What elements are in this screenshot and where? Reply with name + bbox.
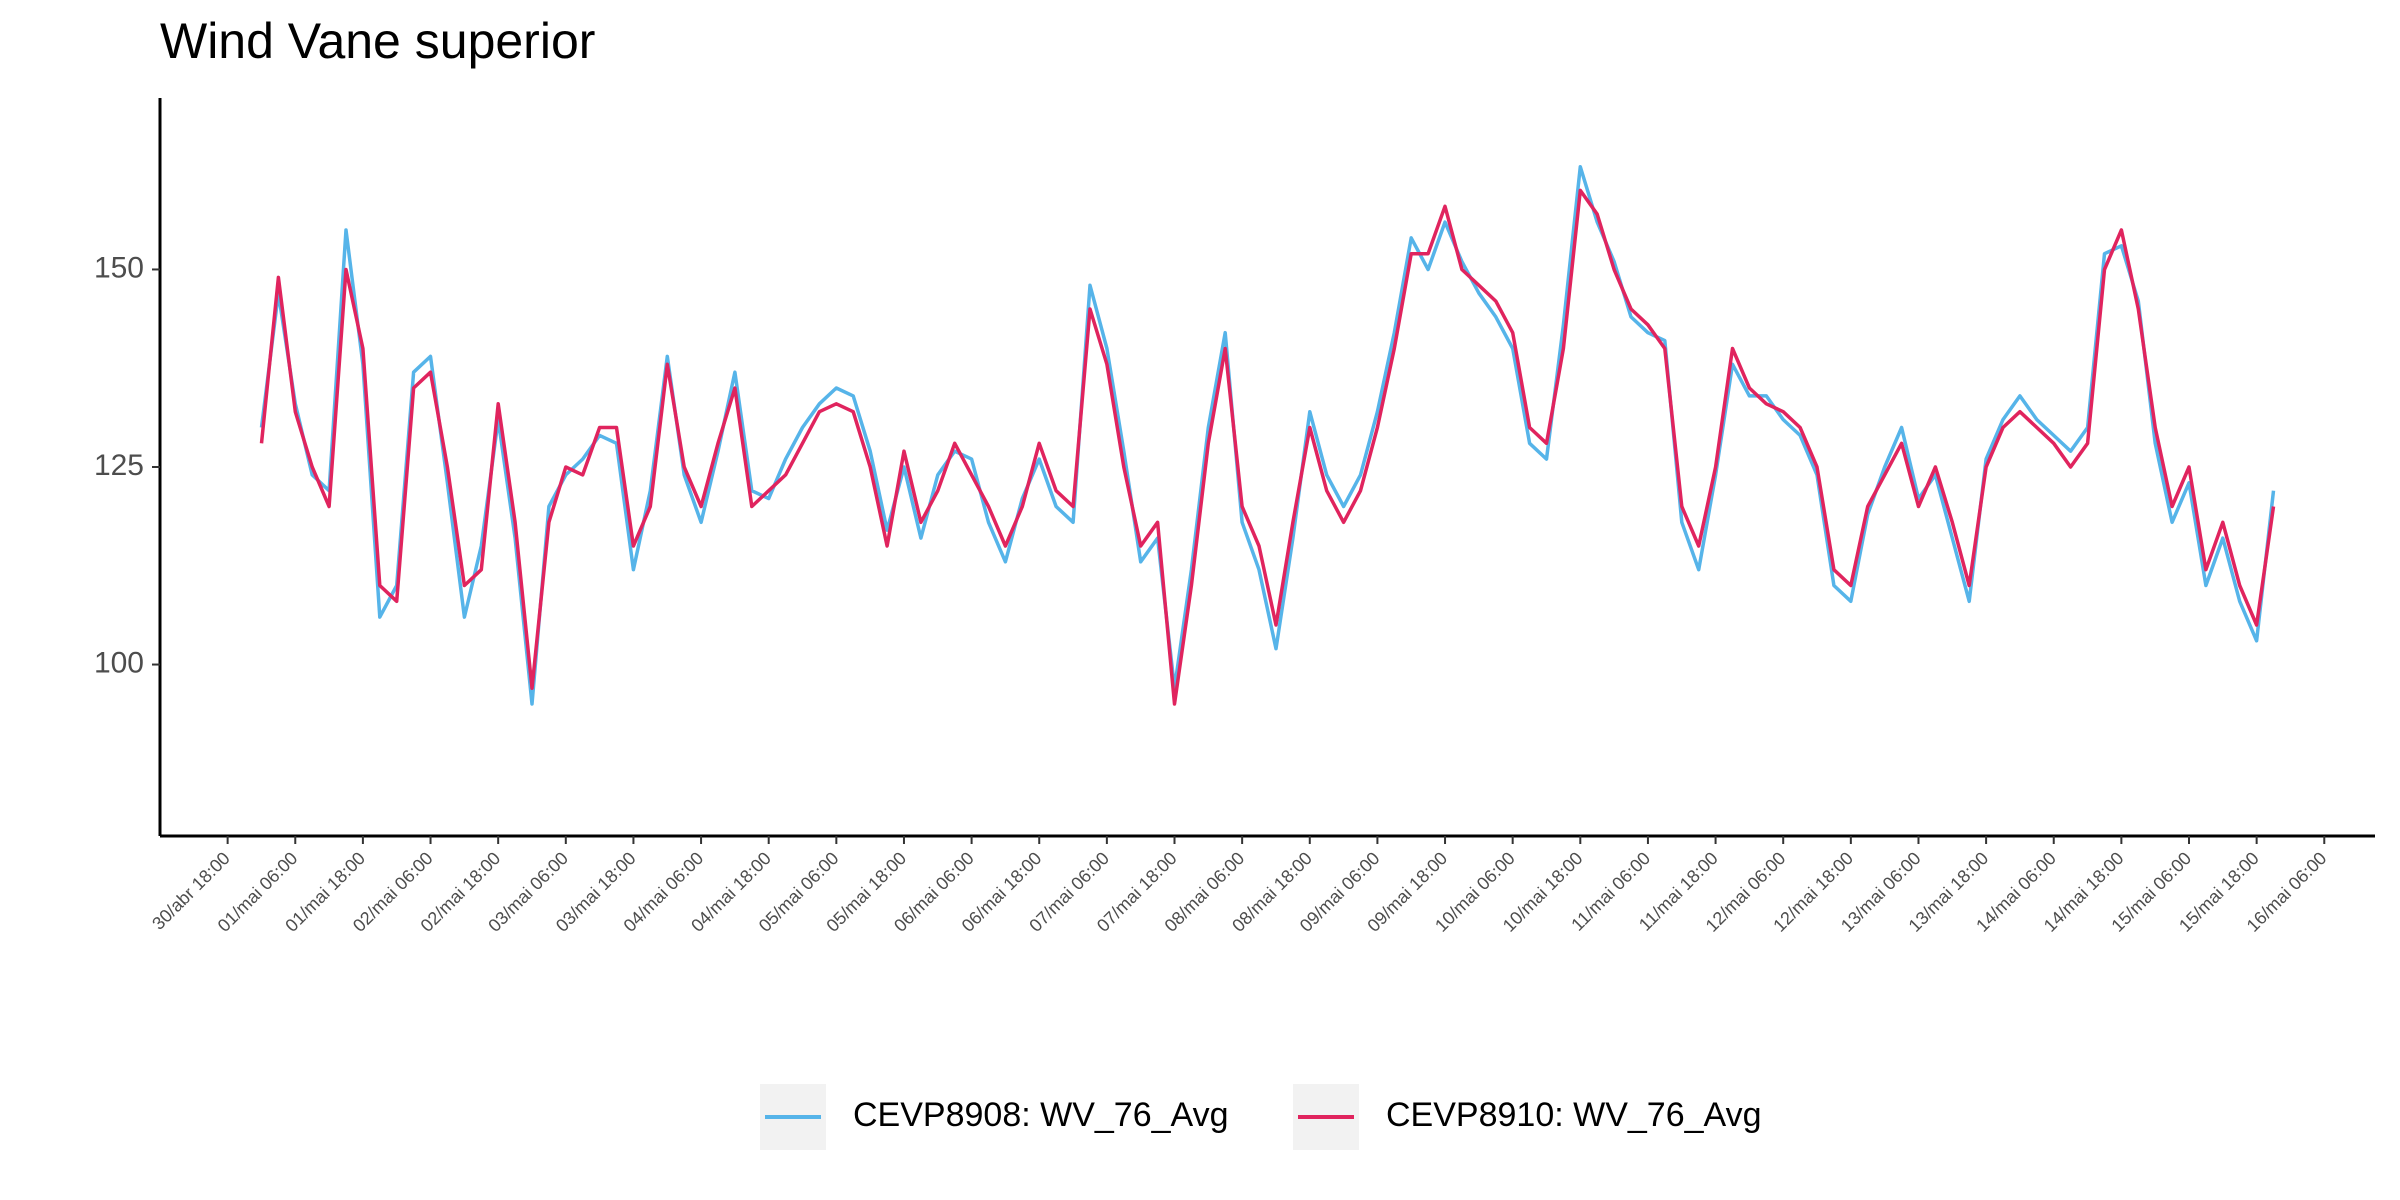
legend-label: CEVP8908: WV_76_Avg [853, 1096, 1229, 1134]
y-tick-label: 125 [94, 449, 144, 482]
series-line [259, 188, 2276, 706]
series-line [259, 164, 2276, 706]
y-tick-label: 150 [94, 251, 144, 284]
chart-title: Wind Vane superior [160, 13, 595, 69]
legend-label: CEVP8910: WV_76_Avg [1386, 1096, 1762, 1134]
y-tick-label: 100 [94, 646, 144, 679]
